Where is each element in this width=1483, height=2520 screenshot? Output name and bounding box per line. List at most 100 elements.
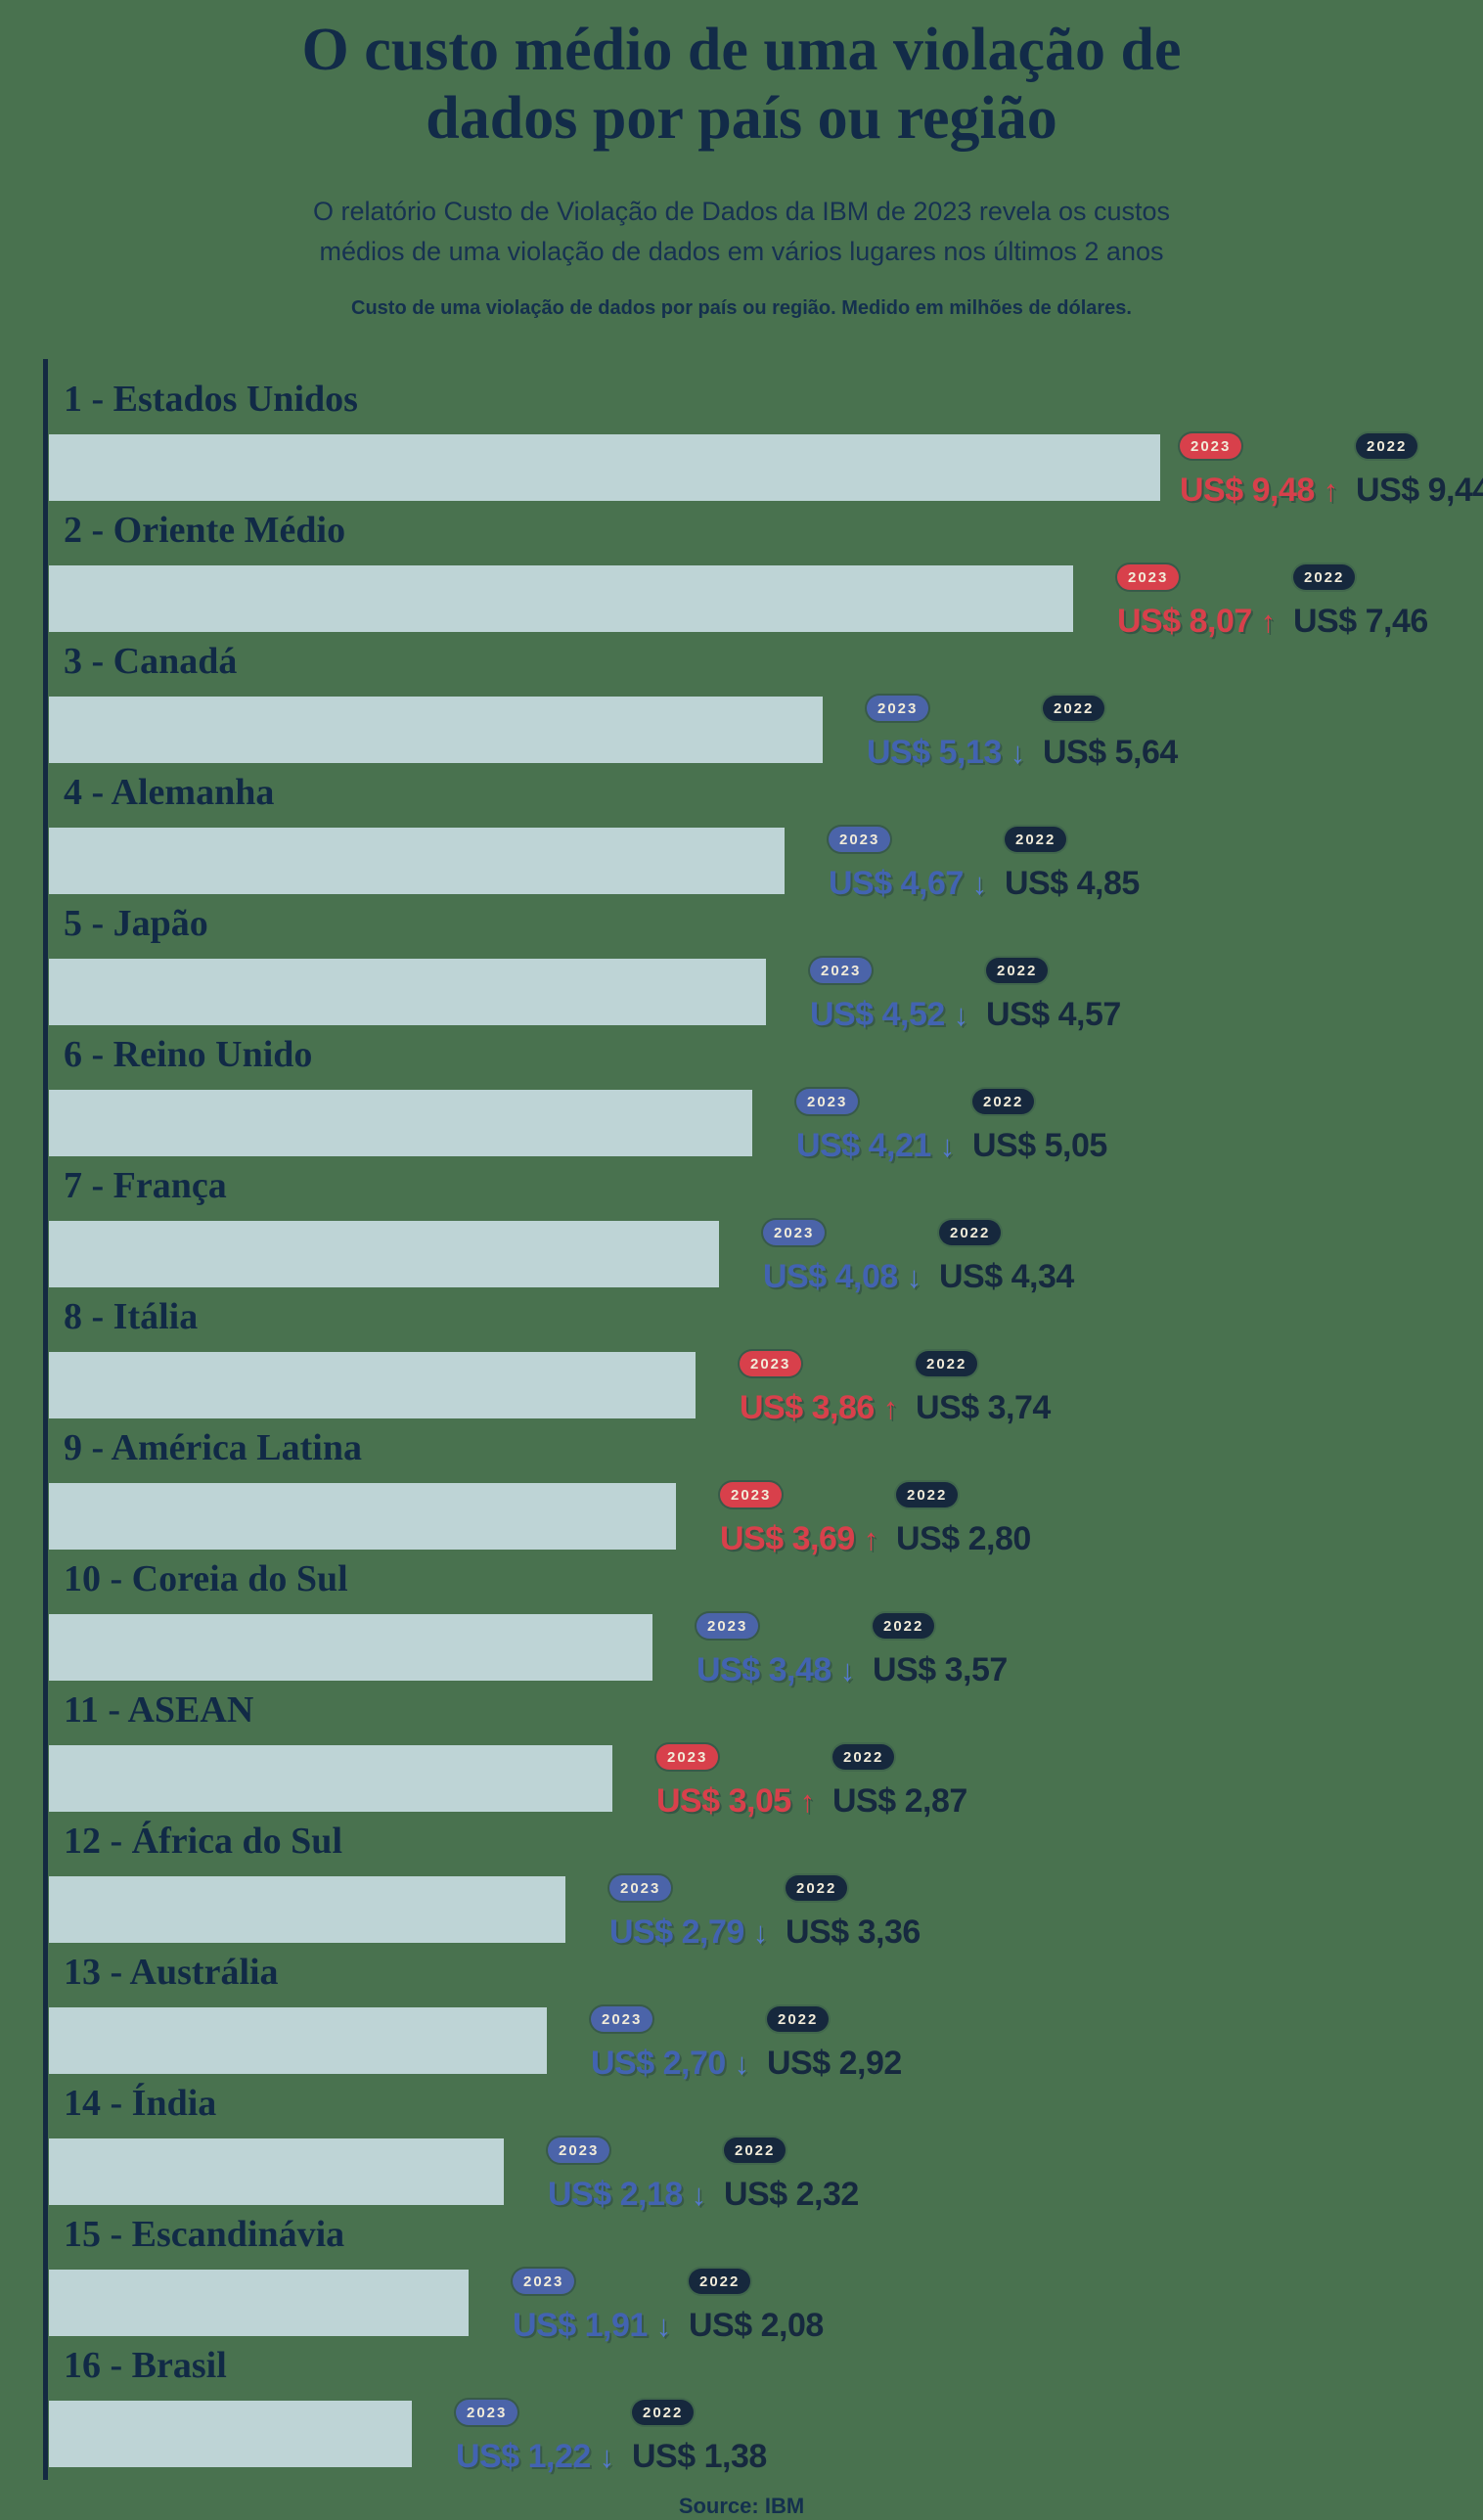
year-badge-2023: 2023 bbox=[867, 696, 929, 721]
chart-row: 8 - Itália 2023 US$ 3,86 ↑ 2022 US$ 3,74 bbox=[49, 1296, 1483, 1431]
value-group-2022: 2022 US$ 3,57 bbox=[873, 1613, 1008, 1689]
trend-arrow-icon: ↓ bbox=[971, 867, 988, 901]
year-badge-2022: 2022 bbox=[1043, 696, 1105, 721]
value-group-2022: 2022 US$ 7,46 bbox=[1293, 564, 1428, 641]
cost-bar-2023 bbox=[49, 1090, 752, 1156]
cost-value-2023: US$ 3,05 bbox=[656, 1782, 791, 1820]
country-label: 5 - Japão bbox=[64, 903, 208, 944]
page-subtitle-line1: O relatório Custo de Violação de Dados d… bbox=[312, 197, 1170, 226]
country-label: 15 - Escandinávia bbox=[64, 2214, 345, 2255]
year-badge-2022: 2022 bbox=[786, 1875, 848, 1901]
page-title-line2: dados por país ou região bbox=[426, 85, 1057, 152]
trend-arrow-icon: ↑ bbox=[1260, 605, 1277, 639]
cost-value-2022: US$ 4,34 bbox=[939, 1258, 1074, 1295]
cost-value-2022: US$ 2,32 bbox=[724, 2176, 859, 2213]
country-label: 10 - Coreia do Sul bbox=[64, 1558, 348, 1599]
year-badge-2023: 2023 bbox=[740, 1351, 802, 1376]
chart-row: 13 - Austrália 2023 US$ 2,70 ↓ 2022 US$ 2… bbox=[49, 1952, 1483, 2087]
cost-value-2023: US$ 1,22 bbox=[456, 2438, 591, 2475]
cost-value-2022: US$ 4,85 bbox=[1005, 865, 1140, 902]
country-label: 16 - Brasil bbox=[64, 2345, 227, 2386]
value-group-2023: 2023 US$ 1,22 ↓ bbox=[456, 2400, 614, 2476]
cost-value-2023: US$ 3,48 bbox=[697, 1651, 831, 1688]
country-label: 2 - Oriente Médio bbox=[64, 510, 346, 551]
trend-arrow-icon: ↓ bbox=[839, 1653, 856, 1688]
year-badge-2023: 2023 bbox=[810, 958, 873, 983]
cost-value-2022: US$ 9,44 bbox=[1356, 472, 1483, 509]
chart-row: 5 - Japão 2023 US$ 4,52 ↓ 2022 US$ 4,57 bbox=[49, 903, 1483, 1038]
value-group-2022: 2022 US$ 4,85 bbox=[1005, 827, 1140, 903]
country-label: 9 - América Latina bbox=[64, 1427, 363, 1468]
cost-value-2023: US$ 4,52 bbox=[810, 996, 945, 1033]
year-badge-2022: 2022 bbox=[1293, 564, 1356, 590]
value-group-2023: 2023 US$ 4,67 ↓ bbox=[829, 827, 987, 903]
chart-row: 1 - Estados Unidos 2023 US$ 9,48 ↑ 2022 U… bbox=[49, 379, 1483, 514]
cost-value-2023: US$ 2,70 bbox=[591, 2045, 726, 2082]
value-group-2022: 2022 US$ 1,38 bbox=[632, 2400, 767, 2476]
country-label: 6 - Reino Unido bbox=[64, 1034, 313, 1075]
value-group-2023: 2023 US$ 4,21 ↓ bbox=[796, 1089, 955, 1165]
cost-value-2023: US$ 2,18 bbox=[548, 2176, 683, 2213]
value-group-2022: 2022 US$ 5,05 bbox=[972, 1089, 1107, 1165]
cost-value-2022: US$ 3,36 bbox=[786, 1913, 921, 1951]
value-group-2023: 2023 US$ 4,08 ↓ bbox=[763, 1220, 921, 1296]
trend-arrow-icon: ↓ bbox=[906, 1260, 922, 1294]
value-group-2023: 2023 US$ 3,86 ↑ bbox=[740, 1351, 898, 1427]
year-badge-2023: 2023 bbox=[763, 1220, 826, 1245]
cost-bar-2023 bbox=[49, 697, 823, 763]
year-badge-2023: 2023 bbox=[656, 1744, 719, 1770]
trend-arrow-icon: ↓ bbox=[752, 1915, 769, 1950]
chart-row: 16 - Brasil 2023 US$ 1,22 ↓ 2022 US$ 1,38 bbox=[49, 2345, 1483, 2480]
value-group-2022: 2022 US$ 4,57 bbox=[986, 958, 1121, 1034]
value-group-2022: 2022 US$ 3,74 bbox=[916, 1351, 1051, 1427]
value-group-2022: 2022 US$ 2,92 bbox=[767, 2006, 902, 2083]
trend-arrow-icon: ↓ bbox=[1010, 736, 1026, 770]
country-label: 12 - África do Sul bbox=[64, 1821, 342, 1862]
cost-bar-2023 bbox=[49, 828, 785, 894]
cost-value-2022: US$ 7,46 bbox=[1293, 603, 1428, 640]
year-badge-2022: 2022 bbox=[767, 2006, 830, 2032]
cost-value-2022: US$ 2,92 bbox=[767, 2045, 902, 2082]
cost-value-2022: US$ 3,74 bbox=[916, 1389, 1051, 1426]
country-label: 4 - Alemanha bbox=[64, 772, 275, 813]
cost-bar-2023 bbox=[49, 1352, 696, 1418]
page-subtitle: O relatório Custo de Violação de Dados d… bbox=[0, 192, 1483, 272]
value-group-2023: 2023 US$ 3,05 ↑ bbox=[656, 1744, 815, 1821]
year-badge-2023: 2023 bbox=[1117, 564, 1180, 590]
trend-arrow-icon: ↓ bbox=[939, 1129, 956, 1163]
cost-value-2022: US$ 2,80 bbox=[896, 1520, 1031, 1557]
cost-bar-2023 bbox=[49, 434, 1160, 501]
trend-arrow-icon: ↓ bbox=[734, 2047, 750, 2081]
value-group-2022: 2022 US$ 5,64 bbox=[1043, 696, 1178, 772]
year-badge-2022: 2022 bbox=[724, 2138, 786, 2163]
year-badge-2022: 2022 bbox=[986, 958, 1049, 983]
cost-value-2023: US$ 4,21 bbox=[796, 1127, 931, 1164]
year-badge-2022: 2022 bbox=[832, 1744, 895, 1770]
year-badge-2022: 2022 bbox=[1356, 433, 1418, 459]
chart-row: 7 - França 2023 US$ 4,08 ↓ 2022 US$ 4,34 bbox=[49, 1165, 1483, 1300]
value-group-2022: 2022 US$ 2,87 bbox=[832, 1744, 967, 1821]
chart-row: 4 - Alemanha 2023 US$ 4,67 ↓ 2022 US$ 4,8… bbox=[49, 772, 1483, 907]
value-group-2022: 2022 US$ 4,34 bbox=[939, 1220, 1074, 1296]
chart-row: 11 - ASEAN 2023 US$ 3,05 ↑ 2022 US$ 2,87 bbox=[49, 1689, 1483, 1824]
country-label: 11 - ASEAN bbox=[64, 1689, 254, 1731]
cost-value-2023: US$ 4,67 bbox=[829, 865, 964, 902]
chart-caption: Custo de uma violação de dados por país … bbox=[351, 297, 1132, 319]
year-badge-2022: 2022 bbox=[896, 1482, 959, 1508]
country-label: 1 - Estados Unidos bbox=[64, 379, 358, 420]
cost-bar-2023 bbox=[49, 565, 1073, 632]
cost-value-2022: US$ 2,87 bbox=[832, 1782, 967, 1820]
value-group-2023: 2023 US$ 2,79 ↓ bbox=[609, 1875, 768, 1952]
cost-value-2022: US$ 1,38 bbox=[632, 2438, 767, 2475]
cost-value-2022: US$ 5,64 bbox=[1043, 734, 1178, 771]
cost-value-2023: US$ 8,07 bbox=[1117, 603, 1252, 640]
trend-arrow-icon: ↑ bbox=[863, 1522, 879, 1556]
year-badge-2022: 2022 bbox=[873, 1613, 935, 1639]
cost-bar-2023 bbox=[49, 2270, 469, 2336]
year-badge-2023: 2023 bbox=[456, 2400, 518, 2425]
cost-bar-2023 bbox=[49, 2138, 504, 2205]
value-group-2023: 2023 US$ 2,70 ↓ bbox=[591, 2006, 749, 2083]
cost-value-2023: US$ 1,91 bbox=[513, 2307, 648, 2344]
year-badge-2022: 2022 bbox=[972, 1089, 1035, 1114]
cost-value-2023: US$ 3,69 bbox=[720, 1520, 855, 1557]
